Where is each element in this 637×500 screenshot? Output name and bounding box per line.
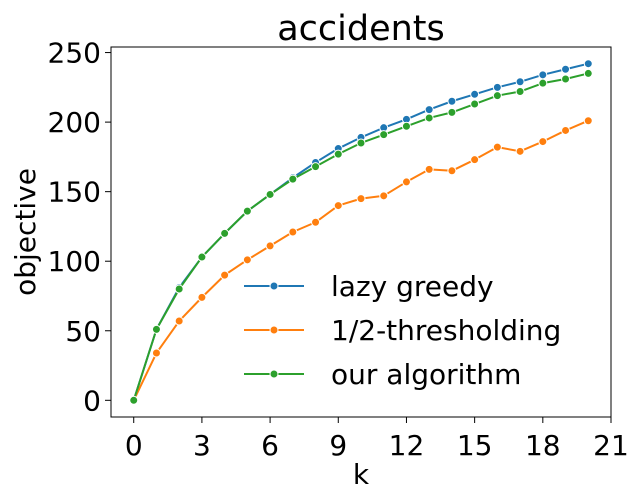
legend: lazy greedy 1/2-thresholding our algorithm (244, 270, 561, 391)
series-2-point (424, 164, 434, 174)
y-tick-label: 100 (48, 245, 101, 278)
series-3-point (197, 252, 207, 262)
series-2-point (333, 201, 343, 211)
series-2-point (401, 177, 411, 187)
series-3-point (424, 113, 434, 123)
y-tick-label: 150 (48, 176, 101, 209)
legend-label-1: lazy greedy (331, 270, 494, 303)
x-axis-ticks: 0 3 6 9 12 15 18 21 (125, 417, 629, 462)
series-3-point (242, 206, 252, 216)
series-3-point (447, 107, 457, 117)
series-2-point (311, 217, 321, 227)
legend-label-2: 1/2-thresholding (331, 314, 561, 347)
series-3-point (265, 189, 275, 199)
series-2-point (379, 191, 389, 201)
x-tick-label: 21 (593, 429, 629, 462)
series-line-3 (132, 72, 589, 401)
series-1-point (424, 105, 434, 115)
x-tick-label: 18 (525, 429, 561, 462)
x-tick-label: 3 (193, 429, 211, 462)
series-line-1 (132, 62, 589, 401)
legend-marker-1 (269, 281, 279, 291)
series-1-point (561, 64, 571, 74)
series-3-point (515, 87, 525, 97)
y-axis-ticks: 0 50 100 150 200 250 (48, 37, 111, 417)
series-2-point (242, 255, 252, 265)
series-3-point (333, 149, 343, 159)
series-2-point (470, 155, 480, 165)
series-1-point (470, 89, 480, 99)
series-2-point (561, 125, 571, 135)
series-2-point (288, 227, 298, 237)
plot-area (129, 59, 593, 405)
series-1-point (515, 77, 525, 87)
series-3-point (220, 228, 230, 238)
series-3-point (401, 121, 411, 131)
series-3-point (174, 284, 184, 294)
series-2-point (492, 142, 502, 152)
series-3-point (561, 74, 571, 84)
series-3-point (538, 78, 548, 88)
series-2-point (265, 241, 275, 251)
series-1-point (447, 96, 457, 106)
chart-title: accidents (277, 9, 445, 49)
y-tick-label: 250 (48, 37, 101, 70)
legend-marker-2 (269, 325, 279, 335)
series-2-point (174, 316, 184, 326)
series-3-point (288, 174, 298, 184)
x-tick-label: 6 (261, 429, 279, 462)
x-tick-label: 12 (389, 429, 425, 462)
y-tick-label: 200 (48, 106, 101, 139)
series-1-point (492, 82, 502, 92)
series-2-point (197, 292, 207, 302)
series-2-point (538, 137, 548, 147)
series-2-point (151, 348, 161, 358)
series-3-point (583, 68, 593, 78)
series-3-point (151, 324, 161, 334)
series-1-point (538, 70, 548, 80)
series-3-point (379, 130, 389, 140)
series-3-point (356, 138, 366, 148)
series-3-point (470, 99, 480, 109)
series-2-point (515, 146, 525, 156)
x-tick-label: 9 (329, 429, 347, 462)
plot-frame (110, 46, 612, 418)
y-axis-label: objective (9, 168, 42, 296)
series-2-point (220, 270, 230, 280)
series-2-point (356, 194, 366, 204)
y-tick-label: 50 (65, 315, 101, 348)
x-axis-label: k (353, 458, 370, 491)
x-tick-label: 0 (125, 429, 143, 462)
series-2-point (583, 116, 593, 126)
y-tick-label: 0 (83, 384, 101, 417)
legend-marker-3 (269, 369, 279, 379)
legend-label-3: our algorithm (331, 358, 521, 391)
series-2-point (447, 166, 457, 176)
series-3-point (129, 395, 139, 405)
series-3-point (311, 162, 321, 172)
series-1-point (583, 59, 593, 69)
series-3-point (492, 91, 502, 101)
x-tick-label: 15 (457, 429, 493, 462)
